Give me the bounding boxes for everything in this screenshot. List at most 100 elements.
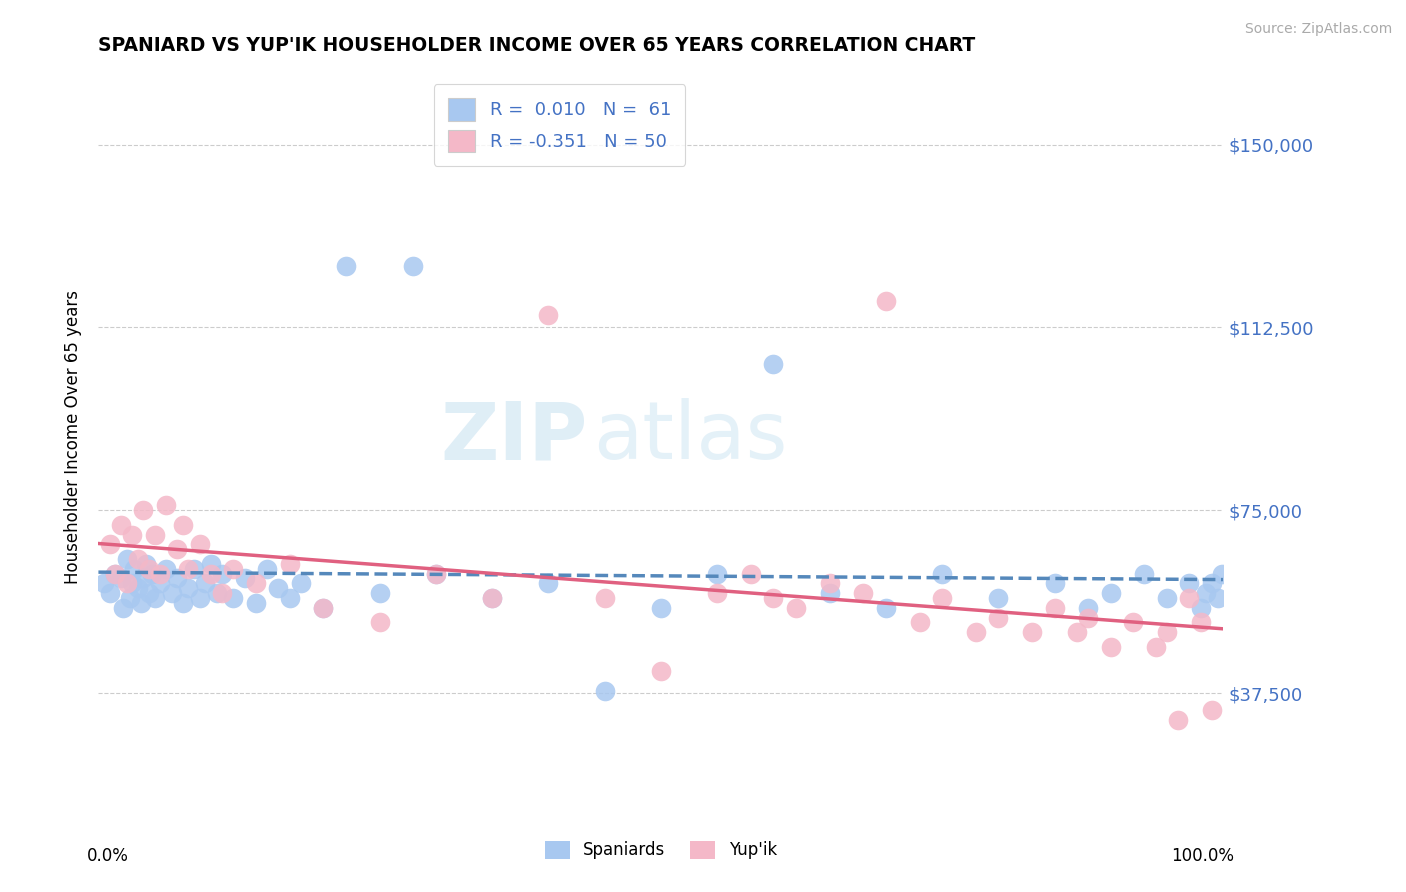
Point [1133, 566, 1156, 581]
Point [965, 625, 987, 640]
Point [104, 566, 127, 581]
Point [931, 591, 953, 605]
Point [1189, 600, 1212, 615]
Point [149, 566, 172, 581]
Point [1077, 610, 1099, 624]
Point [135, 557, 157, 571]
Point [183, 562, 205, 576]
Point [481, 591, 503, 605]
Point [245, 576, 267, 591]
Point [1195, 586, 1218, 600]
Point [987, 610, 1010, 624]
Point [188, 537, 211, 551]
Point [233, 572, 256, 586]
Text: 100.0%: 100.0% [1171, 847, 1234, 864]
Point [211, 586, 233, 600]
Point [368, 586, 391, 600]
Point [1189, 615, 1212, 630]
Point [1167, 713, 1189, 727]
Point [1043, 576, 1066, 591]
Point [205, 586, 228, 600]
Point [312, 600, 335, 615]
Point [1156, 625, 1178, 640]
Point [785, 600, 807, 615]
Point [987, 591, 1010, 605]
Point [211, 566, 233, 581]
Point [143, 527, 166, 541]
Point [1021, 625, 1043, 640]
Point [222, 591, 245, 605]
Point [875, 600, 897, 615]
Point [1178, 576, 1201, 591]
Point [402, 260, 425, 274]
Point [121, 576, 143, 591]
Point [166, 572, 188, 586]
Point [1156, 591, 1178, 605]
Point [160, 586, 183, 600]
Point [200, 566, 222, 581]
Text: Source: ZipAtlas.com: Source: ZipAtlas.com [1244, 22, 1392, 37]
Point [132, 503, 155, 517]
Point [312, 600, 335, 615]
Point [118, 591, 141, 605]
Point [908, 615, 931, 630]
Point [650, 664, 672, 678]
Point [98, 586, 121, 600]
Point [256, 562, 278, 576]
Legend: Spaniards, Yup'ik: Spaniards, Yup'ik [537, 832, 785, 868]
Point [1201, 703, 1223, 717]
Point [650, 600, 672, 615]
Point [200, 557, 222, 571]
Point [278, 591, 301, 605]
Point [93, 576, 115, 591]
Point [1043, 600, 1066, 615]
Point [1066, 625, 1088, 640]
Point [706, 586, 728, 600]
Point [931, 566, 953, 581]
Point [110, 517, 132, 532]
Point [166, 542, 188, 557]
Point [818, 576, 841, 591]
Point [278, 557, 301, 571]
Text: ZIP: ZIP [440, 398, 588, 476]
Point [129, 596, 152, 610]
Point [245, 596, 267, 610]
Point [132, 572, 155, 586]
Point [335, 260, 357, 274]
Point [425, 566, 447, 581]
Point [104, 566, 127, 581]
Point [593, 683, 616, 698]
Point [290, 576, 312, 591]
Y-axis label: Householder Income Over 65 years: Householder Income Over 65 years [65, 290, 83, 584]
Point [127, 552, 149, 566]
Point [818, 586, 841, 600]
Point [155, 499, 177, 513]
Point [267, 581, 290, 595]
Point [875, 293, 897, 308]
Point [98, 537, 121, 551]
Point [425, 566, 447, 581]
Point [1122, 615, 1144, 630]
Point [110, 572, 132, 586]
Point [194, 576, 217, 591]
Point [124, 562, 146, 576]
Point [155, 562, 177, 576]
Point [172, 517, 194, 532]
Point [537, 576, 560, 591]
Point [1077, 600, 1099, 615]
Text: 0.0%: 0.0% [87, 847, 129, 864]
Point [127, 581, 149, 595]
Point [1099, 640, 1122, 654]
Point [115, 576, 138, 591]
Point [1211, 566, 1233, 581]
Point [138, 562, 160, 576]
Point [222, 562, 245, 576]
Point [149, 576, 172, 591]
Point [481, 591, 503, 605]
Point [172, 596, 194, 610]
Point [121, 527, 143, 541]
Point [1099, 586, 1122, 600]
Point [115, 552, 138, 566]
Point [368, 615, 391, 630]
Point [138, 586, 160, 600]
